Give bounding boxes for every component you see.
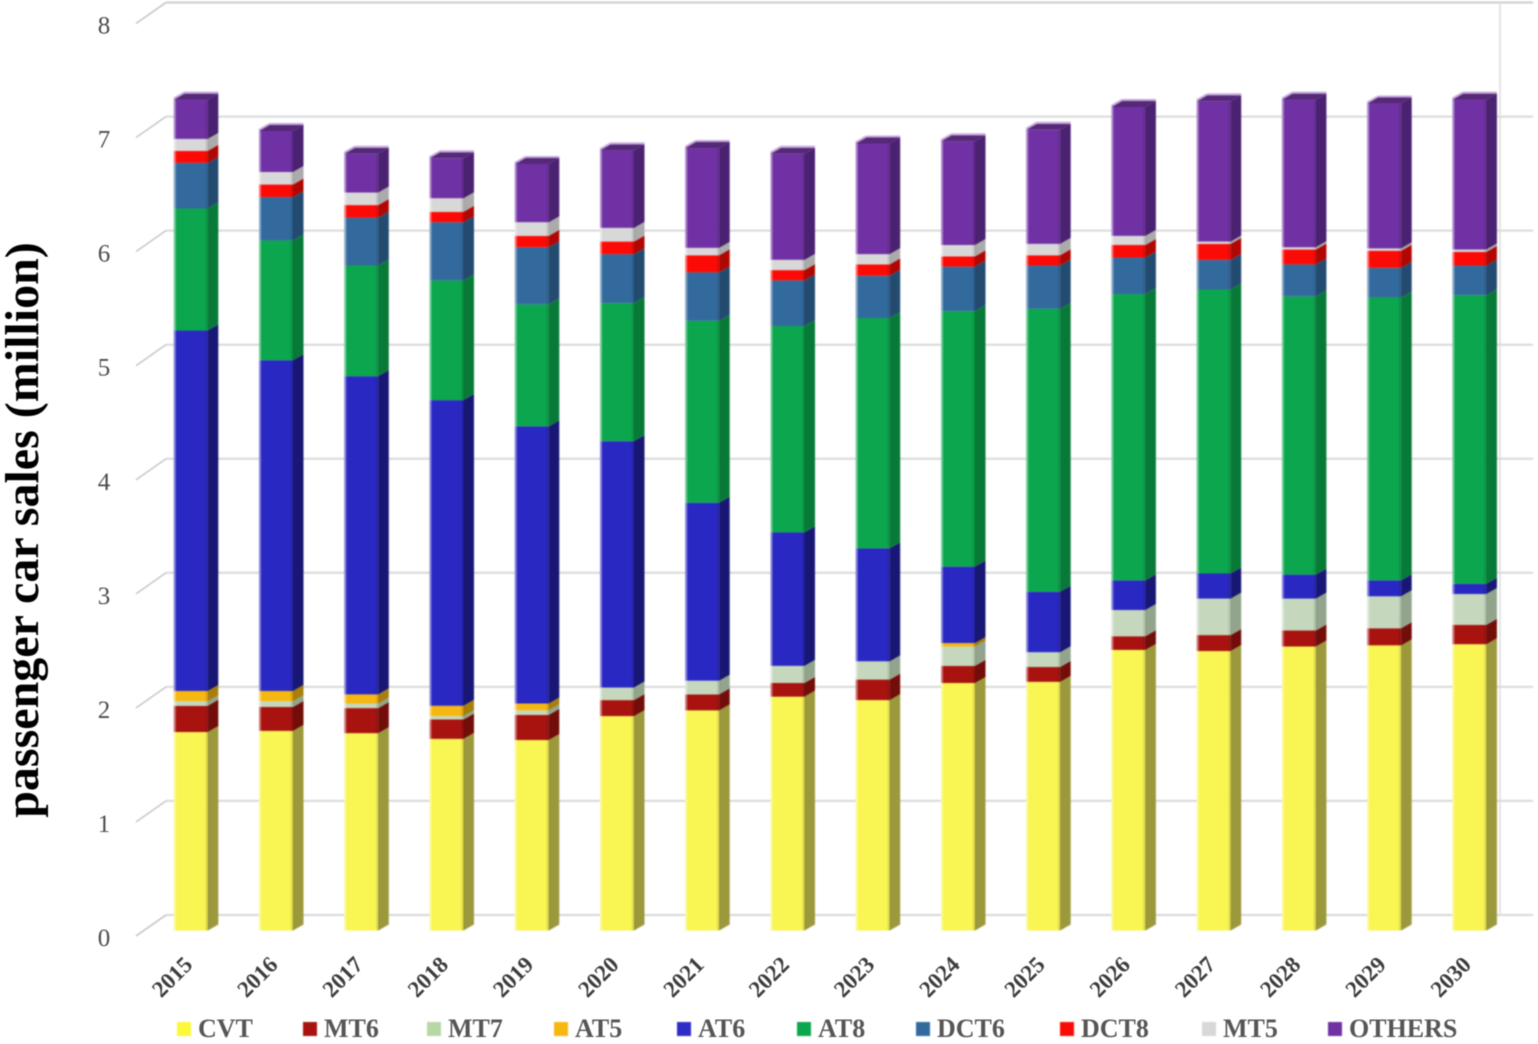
svg-text:CVT: CVT — [198, 1014, 253, 1043]
svg-text:passenger car sales (million): passenger car sales (million) — [0, 242, 49, 818]
svg-text:DCT6: DCT6 — [937, 1014, 1005, 1043]
svg-text:MT6: MT6 — [324, 1014, 379, 1043]
svg-text:8: 8 — [98, 13, 111, 40]
svg-text:2: 2 — [98, 697, 111, 724]
svg-text:4: 4 — [98, 469, 111, 496]
svg-text:OTHERS: OTHERS — [1349, 1014, 1457, 1043]
svg-text:AT5: AT5 — [575, 1014, 622, 1043]
svg-text:AT8: AT8 — [818, 1014, 865, 1043]
svg-text:MT5: MT5 — [1223, 1014, 1278, 1043]
svg-text:MT7: MT7 — [448, 1014, 503, 1043]
svg-text:7: 7 — [98, 127, 111, 154]
svg-text:3: 3 — [98, 583, 111, 610]
svg-text:0: 0 — [98, 925, 111, 952]
svg-text:DCT8: DCT8 — [1081, 1014, 1149, 1043]
svg-text:6: 6 — [98, 241, 111, 268]
svg-text:1: 1 — [98, 811, 111, 838]
svg-text:AT6: AT6 — [698, 1014, 745, 1043]
svg-text:5: 5 — [98, 355, 111, 382]
